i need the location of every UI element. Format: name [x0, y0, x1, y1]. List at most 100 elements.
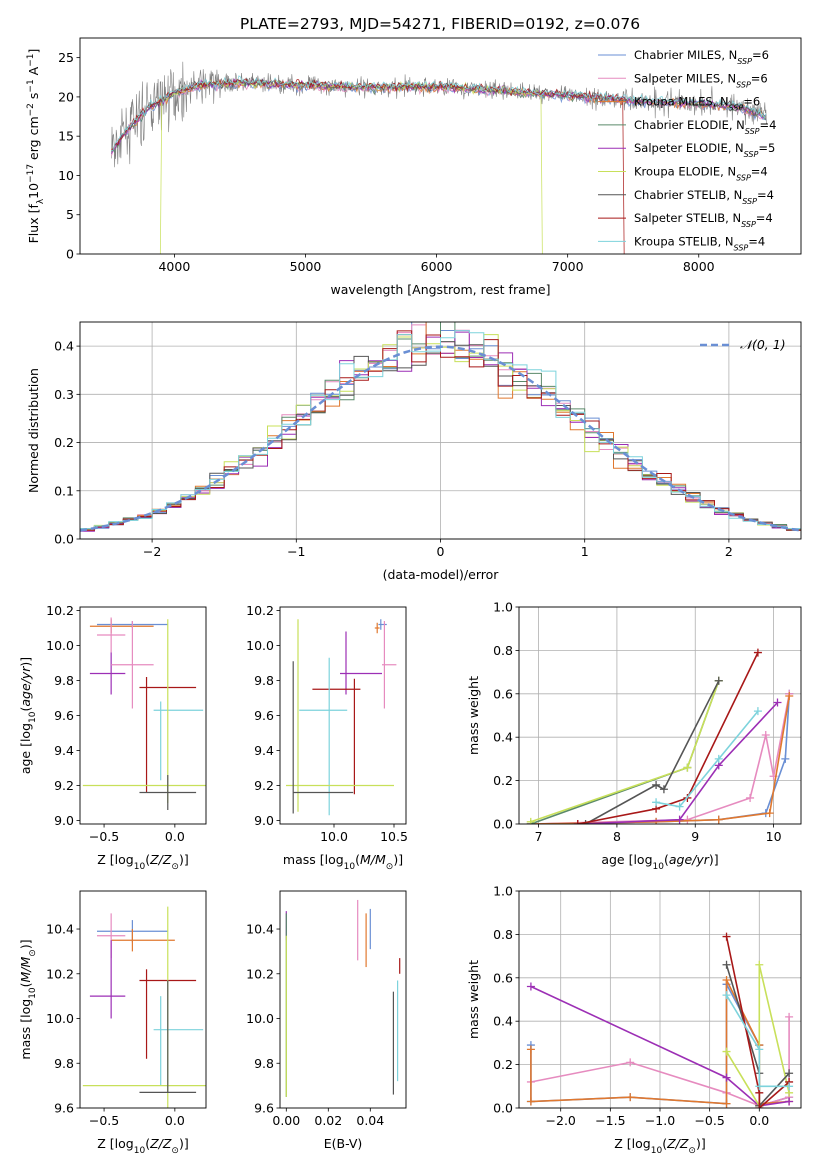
axes-frame — [279, 606, 407, 825]
y-tick-label: 9.8 — [254, 673, 274, 688]
mass-weight-marker — [785, 1069, 794, 1078]
plot-area — [82, 617, 206, 810]
legend-label: Salpeter MILES, NSSP=6 — [634, 71, 768, 89]
x-tick-label: 0.00 — [272, 1113, 300, 1128]
mass-weight-marker — [755, 1045, 764, 1054]
x-tick-label: 7 — [535, 829, 543, 844]
mass-weight-line — [577, 701, 779, 824]
y-tick-label: 5 — [66, 207, 74, 222]
x-tick-label: −0.5 — [694, 1113, 724, 1128]
mass-weight-line — [577, 652, 759, 824]
y-tick-label: 1.0 — [493, 600, 513, 615]
mass-weight-marker — [526, 982, 535, 991]
plot-area — [526, 648, 794, 824]
x-tick-label: −2.0 — [546, 1113, 576, 1128]
residual-histogram-step — [80, 330, 801, 530]
normal-curve-line — [80, 345, 801, 532]
axes-frame — [79, 321, 802, 540]
mass-weight-marker — [785, 1097, 794, 1106]
y-tick-label: 9.0 — [254, 813, 274, 828]
mass-weight-marker — [722, 932, 731, 941]
y-axis-label: mass weight — [466, 676, 481, 755]
legend-label: Salpeter ELODIE, NSSP=5 — [634, 141, 775, 159]
mass-weight-line — [725, 994, 790, 1088]
y-tick-label: 10.2 — [246, 966, 274, 981]
mass-weight-marker — [683, 763, 692, 772]
x-tick-label: 4000 — [158, 259, 190, 274]
y-tick-label: 9.8 — [54, 1056, 74, 1071]
mass-weight-marker — [675, 802, 684, 811]
x-axis-label: wavelength [Angstrom, rest frame] — [330, 282, 550, 297]
mass-weight-marker — [526, 1097, 535, 1106]
y-tick-label: 10.4 — [46, 922, 74, 937]
y-tick-label: 0 — [66, 247, 74, 262]
y-axis-label: mass weight — [466, 960, 481, 1039]
y-tick-label: 9.6 — [254, 1101, 274, 1116]
mass-weight-marker — [781, 754, 790, 763]
mass-weight-marker — [526, 817, 535, 824]
y-tick-label: 10.4 — [246, 922, 274, 937]
x-tick-label: 10.0 — [320, 829, 348, 844]
legend-label: Salpeter STELIB, NSSP=4 — [634, 211, 773, 229]
axes-frame — [279, 890, 407, 1109]
y-tick-label: 0.8 — [493, 643, 513, 658]
x-axis-label: (data-model)/error — [383, 567, 500, 582]
mass-weight-marker — [652, 817, 661, 824]
x-tick-label: 0.02 — [314, 1113, 342, 1128]
y-tick-label: 0.1 — [54, 483, 74, 498]
plot-area — [526, 932, 794, 1108]
x-tick-label: 0 — [437, 544, 445, 559]
axes-frame — [79, 890, 207, 1109]
y-tick-label: 9.8 — [54, 673, 74, 688]
panel-mass-weight-vs-age: 7 8 9 10 0.0 0.2 0.4 0.6 0.8 1.0 age [log10(age/yr… — [466, 600, 802, 872]
mass-weight-marker — [714, 754, 723, 763]
y-tick-label: 9.4 — [54, 743, 74, 758]
y-tick-label: 0.6 — [493, 970, 513, 985]
y-tick-label: 9.2 — [54, 778, 74, 793]
y-tick-label: 0.4 — [493, 730, 513, 745]
mass-weight-line — [725, 936, 790, 1108]
mass-weight-marker — [675, 815, 684, 824]
mass-weight-marker — [714, 676, 723, 685]
axes-frame — [79, 37, 802, 255]
mass-weight-marker — [722, 960, 731, 969]
x-tick-label: −0.5 — [89, 829, 119, 844]
mass-weight-marker — [755, 1104, 764, 1108]
panel-mass-weight-vs-Z: −2.0 −1.5 −1.0 −0.5 0.0 0.0 0.2 0.4 0.6 0.8 1.0 Z [… — [466, 884, 802, 1156]
x-tick-label: 5000 — [290, 259, 322, 274]
y-tick-label: 0.4 — [54, 339, 74, 354]
axes-frame — [518, 606, 802, 825]
mass-weight-marker — [626, 1093, 635, 1102]
mass-weight-marker — [746, 793, 755, 802]
y-tick-label: 9.6 — [54, 708, 74, 723]
x-axis-label: Z [log10(Z/Z⊙)] — [97, 852, 188, 872]
y-tick-label: 10.2 — [246, 603, 274, 618]
y-tick-label: 25 — [58, 50, 74, 65]
y-axis-label: Normed distribution — [26, 368, 41, 493]
residual-histogram-step — [80, 322, 801, 531]
mass-weight-marker — [526, 1045, 535, 1054]
plot-area — [285, 899, 401, 1097]
axes-frame — [518, 890, 802, 1109]
y-tick-label: 9.6 — [254, 708, 274, 723]
y-tick-label: 0.8 — [493, 927, 513, 942]
y-tick-label: 0.6 — [493, 686, 513, 701]
mass-weight-marker — [765, 809, 774, 818]
x-tick-label: −1 — [287, 544, 305, 559]
y-tick-label: 20 — [58, 89, 74, 104]
y-tick-label: 9.0 — [54, 813, 74, 828]
x-tick-label: 0.0 — [165, 1113, 185, 1128]
legend: 𝒩(0, 1) — [700, 337, 786, 352]
y-tick-label: 0.2 — [54, 435, 74, 450]
mass-weight-marker — [785, 1082, 794, 1091]
y-tick-label: 0.3 — [54, 387, 74, 402]
x-tick-label: −0.5 — [89, 1113, 119, 1128]
y-axis-label: age [log10(age/yr)] — [18, 657, 38, 774]
mass-weight-marker — [755, 1082, 764, 1091]
x-tick-label: 9 — [691, 829, 699, 844]
mass-weight-marker — [753, 707, 762, 716]
y-tick-label: 0.0 — [493, 817, 513, 832]
mass-weight-line — [585, 680, 720, 824]
y-tick-label: 0.0 — [493, 1101, 513, 1116]
mass-weight-marker — [626, 1058, 635, 1067]
